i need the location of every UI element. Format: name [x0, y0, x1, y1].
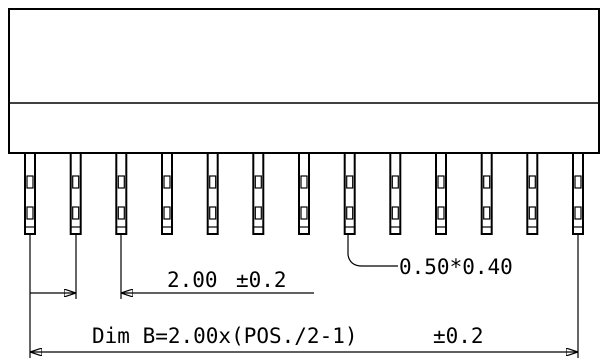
pin-row — [24, 152, 584, 235]
overall-dimension: Dim B=2.00x(POS./2-1) ±0.2 — [29, 234, 579, 358]
pin-body — [298, 152, 310, 235]
pin-body — [115, 152, 128, 235]
pin-section-mark — [209, 175, 217, 189]
pin-section-mark — [72, 206, 80, 220]
pitch-label: 2.00 — [167, 268, 218, 292]
pin-section-mark — [528, 206, 536, 220]
pin-section-mark — [72, 175, 80, 189]
pin-section-mark — [163, 175, 171, 189]
pitch-tolerance-label: ±0.2 — [236, 268, 287, 292]
pin — [480, 152, 493, 235]
pin-size-label: 0.50*0.40 — [399, 255, 513, 279]
pin-section-mark — [437, 175, 445, 189]
pin-body — [206, 152, 219, 235]
pin — [24, 152, 36, 235]
pin-section-mark — [300, 206, 308, 220]
housing-outline — [8, 8, 600, 154]
pin-section-mark — [528, 175, 536, 189]
pin-section-mark — [254, 175, 262, 189]
pin — [252, 152, 265, 235]
pin-section-mark — [391, 206, 399, 220]
pin — [206, 152, 219, 235]
pin — [115, 152, 128, 235]
pin-section-mark — [483, 175, 491, 189]
pin-section-mark — [117, 206, 125, 220]
pin-body — [24, 152, 36, 235]
pin-section-mark — [346, 175, 354, 189]
overall-tolerance-label: ±0.2 — [433, 324, 484, 348]
pin-section-mark — [26, 175, 34, 189]
pin-body — [435, 152, 447, 235]
pin-body — [526, 152, 539, 235]
pin — [572, 152, 584, 235]
connector-housing — [8, 8, 600, 154]
pin-section-mark — [574, 175, 582, 189]
pin-section-mark — [437, 206, 445, 220]
overall-dimension-label: Dim B=2.00x(POS./2-1) — [92, 324, 358, 348]
pin-section-mark — [483, 206, 491, 220]
pin-size-callout: 0.50*0.40 — [347, 234, 513, 279]
pin-section-mark — [209, 206, 217, 220]
pin — [435, 152, 447, 235]
pin-body — [480, 152, 493, 235]
pin-section-mark — [117, 175, 125, 189]
pin-body — [161, 152, 173, 235]
pin-section-mark — [254, 206, 262, 220]
pin-body — [69, 152, 82, 235]
pitch-dimension: 2.00 ±0.2 — [29, 234, 314, 299]
pin — [298, 152, 310, 235]
pin-section-mark — [574, 206, 582, 220]
pin — [161, 152, 173, 235]
pin — [526, 152, 539, 235]
pin — [389, 152, 402, 235]
pin-section-mark — [346, 206, 354, 220]
pin — [343, 152, 356, 235]
pin-size-leader-line — [347, 234, 398, 267]
pin-section-mark — [391, 175, 399, 189]
pin-body — [343, 152, 356, 235]
pin-section-mark — [300, 175, 308, 189]
pin-body — [389, 152, 402, 235]
pin-section-mark — [163, 206, 171, 220]
pin — [69, 152, 82, 235]
pin-section-mark — [26, 206, 34, 220]
pin-body — [572, 152, 584, 235]
pin-body — [252, 152, 265, 235]
